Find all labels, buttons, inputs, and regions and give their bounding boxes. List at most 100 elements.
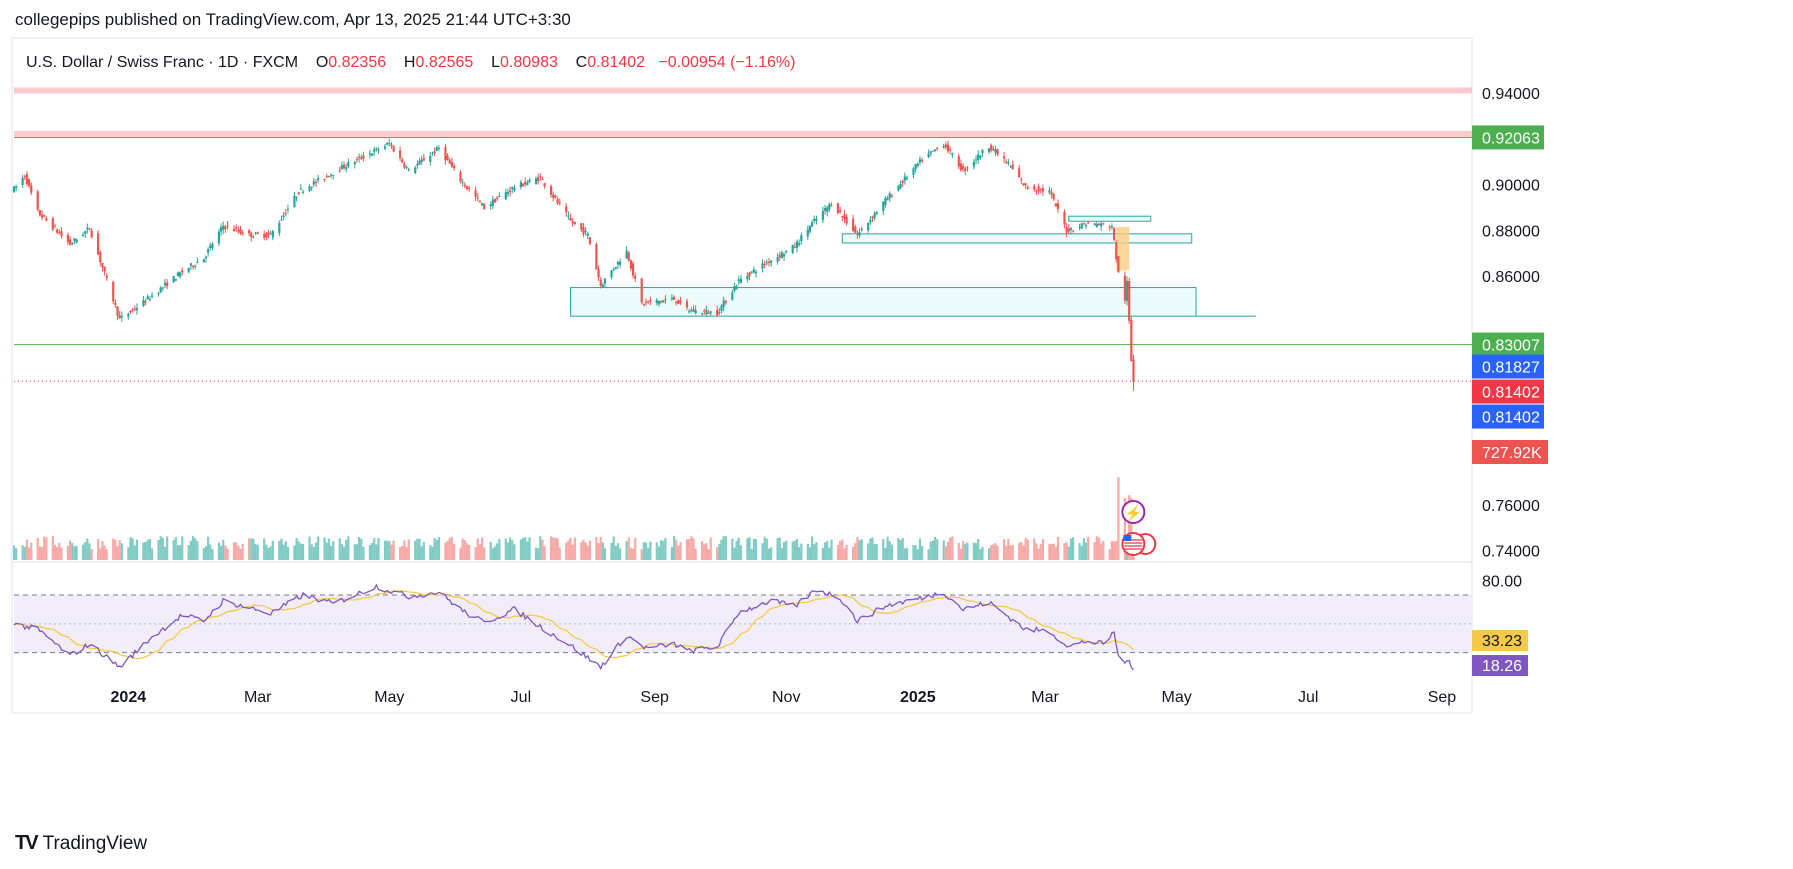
rsi-tick-label: 80.00 [1482,574,1522,591]
candle-body [284,213,287,215]
volume-bar [854,543,857,560]
volume-bar [284,541,287,560]
volume-bar [293,545,296,560]
candle-body [191,266,195,268]
candle-body [1048,190,1051,193]
candle-body [944,144,947,148]
candle-body [748,272,751,277]
event-icons: ⚡ [1121,500,1157,556]
volume-bar [468,545,471,560]
candle-body [308,186,311,192]
candle-body [931,150,934,152]
candle-body [830,205,833,207]
pane-backgrounds [11,37,1473,714]
tradingview-footer[interactable]: TV TradingView [15,832,147,855]
volume-bar [248,538,251,560]
volume-bar [657,546,661,560]
candle-body [219,227,223,232]
candle-body [1063,211,1066,225]
candle-body [418,160,421,165]
volume-bar [312,546,315,560]
high-value: 0.82565 [415,54,474,71]
volume-bar [897,538,900,560]
candle-body [1037,186,1040,192]
candle-body [45,218,48,221]
volume-bar [703,543,706,560]
candle-body [368,153,372,155]
candle-body [1056,203,1060,209]
candle-body [360,157,363,159]
candle-body [68,239,72,245]
volume-bar [625,541,628,560]
volume-bar [504,538,507,560]
volume-bar [12,545,16,560]
candle-body [966,167,969,169]
volume-bar [534,547,538,560]
candle-body [252,237,255,239]
volume-bar [135,539,139,560]
volume-bar [888,541,891,560]
volume-bar [146,539,149,560]
rsi-value-label: 18.26 [1482,658,1522,675]
candle-body [433,151,436,154]
candle-body [961,166,965,170]
level-label-0-bg [1472,125,1544,150]
candle-body [36,191,39,210]
candle-body [383,146,387,149]
volume-bar [286,546,290,560]
volume-bar [181,536,184,560]
candle-body [828,203,831,210]
candle-body [103,266,106,272]
volume-bar [856,537,859,560]
volume-bar [890,544,894,560]
volume-bar [317,536,320,560]
volume-bar [237,545,240,560]
volume-bar [1022,545,1025,560]
volume-bar [88,543,91,560]
candle-body [597,269,600,278]
candle-body [1050,192,1053,195]
volume-bar [867,543,870,560]
volume-bar [1100,543,1103,560]
candle-body [951,153,954,155]
candle-body [610,270,613,278]
candle-body [196,262,199,264]
volume-bar [700,541,704,560]
volume-bar [446,540,449,560]
volume-bar [921,545,924,560]
volume-bar [267,548,270,560]
time-label: May [374,689,404,706]
volume-bar [509,537,512,560]
candle-body [1052,194,1055,199]
candle-body [355,158,359,160]
volume-label-bg [1472,440,1548,464]
candle-body [269,233,272,235]
candle-body [631,263,635,276]
candle-body [1067,228,1070,232]
volume-bar [329,546,333,560]
candle-body [992,148,995,151]
volume-bar [675,539,678,560]
candle-body [599,279,602,286]
volume-bar [1056,536,1060,560]
price-label-2: 0.81402 [1482,410,1540,427]
volume-bar [332,541,335,560]
volume-bar [987,548,991,560]
close-value: 0.81402 [587,54,646,71]
time-label: Sep [1428,689,1457,706]
volume-bar [513,544,516,560]
candle-body [929,151,932,154]
tradingview-brand: TradingView [42,832,148,854]
volume-bar [679,542,682,560]
volume-bar [368,545,372,560]
volume-bar [461,538,464,560]
volume-bar [133,545,136,560]
volume-bar [75,545,78,560]
volume-bar [541,539,544,560]
candle-body [211,244,214,249]
symbol-legend: U.S. Dollar / Swiss Franc · 1D · FXCM O0… [26,54,795,72]
volume-bar [1072,537,1075,560]
candle-body [823,207,827,211]
volume-bar [239,548,242,560]
